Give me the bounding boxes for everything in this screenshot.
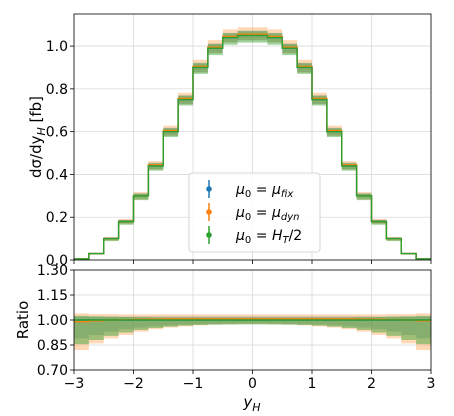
x-tick-label: 2	[367, 376, 376, 392]
main-y-tick-label: 0.2	[46, 210, 68, 226]
legend: μ0 = μfix μ0 = μdyn μ0 = HT/2	[188, 172, 321, 253]
main-y-tick-label: 0.4	[46, 167, 68, 183]
legend-entry-ht: μ0 = HT/2	[206, 226, 302, 246]
ratio-y-axis-label: Ratio	[14, 301, 32, 340]
ratio-y-tick-label: 0.85	[37, 338, 68, 354]
x-tick-label: −2	[123, 376, 144, 392]
main-panel: 0.0 0.2 0.4 0.6 0.8 1.0 dσ/dyH [fb] μ0 = μfix…	[27, 13, 432, 269]
ratio-y-tick-label: 1.00	[37, 313, 68, 329]
legend-marker-dyn	[206, 209, 212, 215]
main-y-tick-label: 0.8	[46, 82, 68, 98]
ratio-panel: 0.70 0.85 1.00 1.15 1.30 −3 −2 −1 0 1 2 3 Ratio yH	[14, 263, 435, 414]
ratio-y-tick-label: 1.15	[37, 288, 68, 304]
legend-marker-fix	[206, 186, 212, 192]
main-x-ticks	[73, 260, 432, 264]
ratio-x-ticks: −3 −2 −1 0 1 2 3	[64, 370, 436, 392]
main-y-tick-label: 1.0	[46, 39, 68, 55]
ratio-y-ticks: 0.70 0.85 1.00 1.15 1.30	[37, 263, 74, 379]
x-axis-label: yH	[242, 393, 260, 414]
legend-entry-dyn: μ0 = μdyn	[206, 203, 299, 223]
legend-label-ht: μ0 = HT/2	[235, 228, 302, 246]
x-tick-label: 3	[427, 376, 436, 392]
ratio-band-ht	[74, 315, 431, 345]
ratio-y-tick-label: 1.30	[37, 263, 68, 279]
main-lines	[74, 33, 431, 260]
ratio-bands	[74, 313, 431, 350]
ratio-band-fix	[74, 316, 431, 339]
x-tick-label: −1	[183, 376, 204, 392]
main-line-ht	[74, 34, 431, 260]
x-tick-label: −3	[64, 376, 85, 392]
x-tick-label: 1	[308, 376, 317, 392]
main-y-axis-label: dσ/dyH [fb]	[27, 96, 48, 178]
main-y-ticks: 0.0 0.2 0.4 0.6 0.8 1.0	[46, 39, 74, 269]
x-tick-label: 0	[248, 376, 257, 392]
ratio-lines	[74, 318, 431, 323]
legend-marker-ht	[206, 232, 212, 238]
main-y-tick-label: 0.0	[46, 253, 68, 269]
legend-box	[188, 172, 321, 253]
legend-entry-fix: μ0 = μfix	[206, 180, 293, 200]
main-y-tick-label: 0.6	[46, 125, 68, 141]
legend-label-fix: μ0 = μfix	[235, 182, 293, 200]
ratio-band-dyn	[74, 313, 431, 350]
legend-label-dyn: μ0 = μdyn	[235, 205, 299, 223]
ratio-y-tick-label: 0.70	[37, 363, 68, 379]
